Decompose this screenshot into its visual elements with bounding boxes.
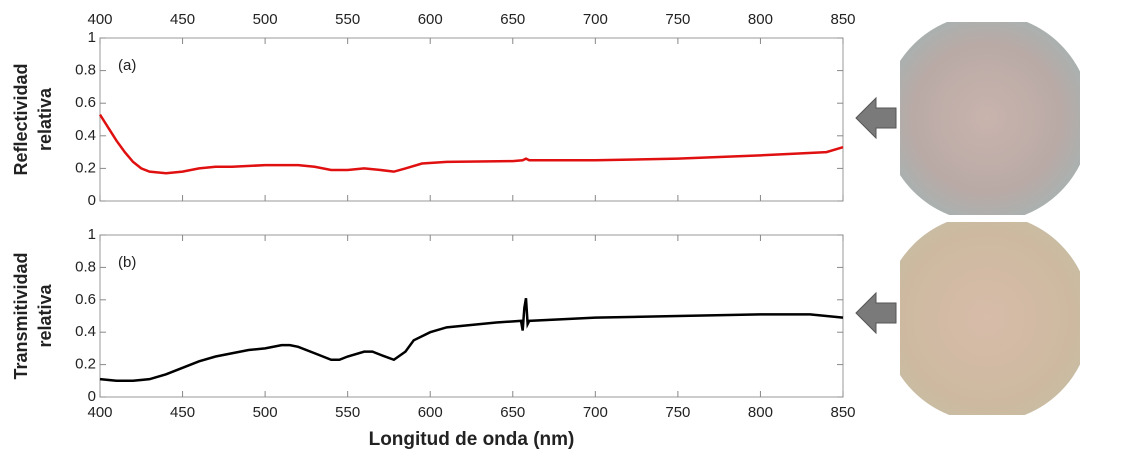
panel-label: (b) [118, 254, 136, 271]
x-tick-label: 850 [830, 11, 855, 28]
y-tick-label: 0.6 [75, 291, 96, 308]
x-tick-label: 500 [253, 11, 278, 28]
y-label: Reflectividad [11, 63, 31, 175]
data-line [99, 297, 844, 383]
y-tick-label: 0.4 [75, 127, 96, 144]
x-tick-label: 500 [253, 404, 278, 421]
x-tick-label: 750 [665, 404, 690, 421]
x-tick-label: 650 [500, 11, 525, 28]
arrow [855, 96, 897, 140]
plot-frame [99, 234, 844, 398]
x-tick-label: 850 [830, 404, 855, 421]
x-tick-label: 550 [335, 404, 360, 421]
x-tick-label: 450 [170, 404, 195, 421]
x-tick-label: 650 [500, 404, 525, 421]
y-label: relativa [35, 283, 55, 347]
x-tick-label: 800 [748, 11, 773, 28]
y-tick-label: 0.2 [75, 356, 96, 373]
y-tick-label: 0 [88, 388, 96, 405]
plot-frame [99, 37, 844, 202]
y-label: relativa [35, 87, 55, 151]
y-tick-label: 1 [88, 226, 96, 243]
x-tick-label: 600 [418, 11, 443, 28]
panel-label: (a) [118, 57, 136, 74]
x-tick-label: 600 [418, 404, 443, 421]
x-axis-title: Longitud de onda (nm) [369, 429, 575, 450]
y-tick-label: 0 [88, 192, 96, 209]
y-tick-label: 0.4 [75, 323, 96, 340]
y-tick-label: 0.2 [75, 159, 96, 176]
y-label: Transmitividad [11, 252, 31, 379]
x-tick-label: 400 [87, 11, 112, 28]
y-tick-label: 0.8 [75, 62, 96, 79]
x-tick-label: 700 [583, 11, 608, 28]
y-tick-label: 1 [88, 29, 96, 46]
x-tick-label: 550 [335, 11, 360, 28]
y-tick-label: 0.8 [75, 258, 96, 275]
x-tick-label: 450 [170, 11, 195, 28]
x-tick-label: 750 [665, 11, 690, 28]
micrograph [900, 222, 1080, 415]
x-tick-label: 800 [748, 404, 773, 421]
arrow [855, 291, 897, 335]
micrograph [900, 22, 1080, 215]
data-line [98, 113, 844, 175]
x-tick-label: 700 [583, 404, 608, 421]
y-tick-label: 0.6 [75, 94, 96, 111]
x-tick-label: 400 [87, 404, 112, 421]
